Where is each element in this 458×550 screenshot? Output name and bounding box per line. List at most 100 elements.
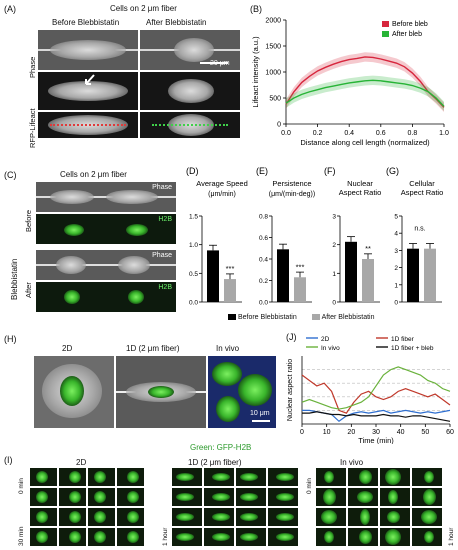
j-x-tick-label: 10 (323, 429, 331, 436)
nucleus (212, 533, 230, 541)
nucleus (93, 511, 106, 523)
nucleus (240, 533, 258, 541)
nuclear-aspect-ratio-chart: 0 10 20 30 40 50 60 Time (min) Nuclear aspect ra… (287, 336, 454, 444)
bar-y-tick-label: 0.0 (189, 300, 198, 307)
timelapse-frame (412, 528, 442, 546)
panel-a-label: (A) (4, 4, 16, 14)
timelapse-frame (88, 468, 115, 486)
bar-y-tick-label: 0.2 (259, 278, 268, 285)
bar-title: Average Speed (196, 179, 248, 188)
c-phase-tag-1: Phase (152, 184, 172, 191)
timelapse-frame (316, 528, 346, 546)
nucleus (212, 473, 230, 481)
timelapse-frame (59, 488, 86, 506)
nucleus (324, 471, 334, 483)
j-x-tick-label: 20 (347, 429, 355, 436)
i-1d-end-time: 1 hour (162, 527, 169, 546)
h-1d-image (116, 356, 206, 428)
panel-i-invivo-label: In vivo (340, 458, 364, 467)
nucleus (358, 530, 372, 544)
bar-y-tick-label: 0.8 (259, 214, 268, 221)
bar-y-tick-label: 3 (332, 214, 336, 221)
lifeact-intensity-chart: 0 500 1000 1500 2000 0.0 0.2 0.4 0.6 0.8 1.0 Distan… (251, 18, 449, 148)
c-h2b-tag-1: H2B (158, 216, 172, 223)
panel-i-label: (I) (4, 455, 13, 465)
bar-y-tick-label: 2 (332, 242, 336, 249)
bar-y-tick-label: 3 (394, 248, 398, 255)
b-y-tick-label: 1500 (265, 44, 281, 51)
timelapse-frame (236, 468, 266, 486)
nucleus (35, 531, 48, 543)
timelapse-frame (236, 488, 266, 506)
nucleus (126, 531, 139, 543)
b-legend-label: After bleb (392, 31, 422, 38)
h-invivo-image: 10 μm (208, 356, 276, 428)
timelapse-frame (30, 528, 57, 546)
blebbistatin-bar-charts: (D) Average Speed (μm/min) 0.0 0.5 1.0 1.5 *** (… (186, 166, 443, 307)
bar-y-tick-label: 1 (332, 271, 336, 278)
nucleus (360, 509, 370, 525)
timelapse-frame (236, 528, 266, 546)
legend-after-label: After Blebbistatin (321, 314, 375, 321)
bar-y-tick-label: 1.5 (189, 214, 198, 221)
timelapse-frame (348, 488, 378, 506)
timelapse-frame (117, 508, 144, 526)
timelapse-frame (204, 468, 234, 486)
bar-legend-before: Before Blebbistatin (228, 314, 297, 321)
bar-before (345, 241, 357, 302)
bar-panel-label: (E) (256, 166, 268, 176)
bar-after (424, 248, 436, 302)
lifeact-before-image (38, 72, 138, 110)
c-after-h2b-image: H2B (36, 282, 176, 312)
nucleus (385, 469, 401, 485)
phase-after-image (140, 30, 240, 70)
timelapse-frame (172, 468, 202, 486)
timelapse-frame (30, 488, 57, 506)
nucleus (240, 513, 258, 521)
c-h2b-tag-2: H2B (158, 284, 172, 291)
nucleus (276, 493, 294, 501)
j-series-line (301, 374, 451, 414)
arrow-icon (85, 74, 95, 85)
nucleus (68, 491, 81, 503)
j-x-tick-label: 40 (397, 429, 405, 436)
nucleus (126, 511, 139, 523)
lifeact-after-trace-image (140, 112, 240, 138)
timelapse-frame (348, 508, 378, 526)
panel-h-label: (H) (4, 334, 17, 344)
b-x-tick-label: 0.0 (281, 130, 291, 137)
timelapse-frame (412, 488, 442, 506)
panel-i-1d-label: 1D (2 μm fiber) (188, 458, 242, 467)
c-phase-tag-2: Phase (152, 252, 172, 259)
panel-i-2d-label: 2D (76, 458, 87, 467)
timelapse-frame (348, 468, 378, 486)
timelapse-frame (88, 528, 115, 546)
nucleus (93, 471, 106, 483)
panel-c-title: Cells on 2 μm fiber (60, 170, 127, 179)
j-legend-label: 1D fiber + bleb (391, 345, 434, 352)
bar-title: Persistence (272, 179, 311, 188)
panel-i-header: Green: GFP-H2B (190, 443, 252, 452)
legend-before-label: Before Blebbistatin (237, 314, 297, 321)
timelapse-frame (117, 528, 144, 546)
b-legend-swatch (382, 31, 389, 37)
b-x-tick-label: 0.4 (344, 130, 354, 137)
nucleus (424, 531, 434, 543)
nucleus (126, 491, 139, 503)
j-x-tick-label: 0 (300, 429, 304, 436)
bar-significance: n.s. (414, 226, 425, 233)
timelapse-frame (172, 508, 202, 526)
timelapse-frame (412, 468, 442, 486)
bar-legend-after: After Blebbistatin (312, 314, 374, 321)
nucleus (68, 471, 81, 483)
bar-y-tick-label: 0.0 (259, 300, 268, 307)
timelapse-frame (88, 508, 115, 526)
nucleus (35, 491, 48, 503)
nucleus (357, 491, 373, 503)
timelapse-frame (316, 508, 346, 526)
bar-after (224, 279, 236, 302)
j-legend-label: 2D (321, 336, 330, 343)
bar-panel-label: (D) (186, 166, 199, 176)
b-y-tick-label: 2000 (265, 18, 281, 25)
b-series-line (285, 56, 445, 108)
